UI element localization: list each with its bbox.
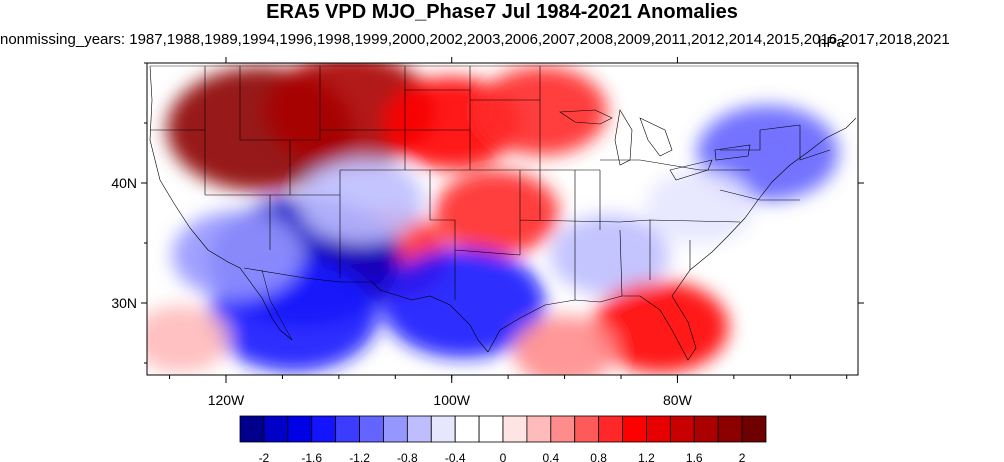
colorbar-swatch — [406, 415, 432, 443]
map-plot-area — [147, 63, 858, 375]
colorbar-swatch — [598, 415, 623, 443]
state-boundaries — [149, 65, 858, 361]
colorbar-swatch — [239, 415, 265, 443]
anomaly-field — [147, 63, 839, 375]
colorbar-swatch — [335, 415, 360, 443]
lon-tick-label: 120W — [208, 392, 245, 408]
colorbar-label: 0.4 — [542, 451, 559, 462]
axis-ticks: 40N 30N 120W 100W 80W — [111, 57, 864, 408]
colorbar-label: -1.2 — [349, 451, 370, 462]
colorbar-swatch — [717, 415, 743, 443]
anomaly-south-texas — [381, 248, 545, 358]
colorbar-swatch — [359, 415, 384, 443]
anomaly-eastern-pacific — [147, 305, 230, 373]
colorbar-swatch — [646, 415, 671, 443]
lon-tick-label: 80W — [663, 392, 693, 408]
map-subtitle: nonmissing_years: 1987,1988,1989,1994,19… — [0, 31, 950, 48]
colorbar-swatch — [622, 415, 647, 443]
anomaly-upper-midwest — [476, 66, 608, 156]
colorbar: -2 -1.6 -1.2 -0.8 -0.4 0 0.4 0.8 1.2 1.6 2 — [239, 415, 767, 462]
lat-tick-label: 30N — [111, 295, 137, 311]
lat-tick-label: 40N — [111, 175, 137, 191]
lon-tick-label: 100W — [433, 392, 470, 408]
map-title: ERA5 VPD MJO_Phase7 Jul 1984-2021 Anomal… — [266, 1, 738, 23]
anomaly-gulf-of-mexico — [513, 315, 616, 375]
colorbar-label: -0.4 — [445, 451, 466, 462]
colorbar-swatch — [287, 415, 313, 443]
colorbar-swatch — [311, 415, 337, 443]
colorbar-label: 0.8 — [590, 451, 607, 462]
colorbar-swatch — [550, 415, 576, 443]
colorbar-swatch — [478, 415, 504, 443]
colorbar-label: -0.8 — [397, 451, 418, 462]
colorbar-swatch — [454, 415, 480, 443]
colorbar-swatch — [669, 415, 695, 443]
colorbar-swatch — [502, 415, 528, 443]
colorbar-swatch — [430, 415, 456, 443]
anomaly-southern-california-coast — [172, 210, 303, 300]
colorbar-swatch — [263, 415, 289, 443]
anomaly-new-england — [696, 105, 839, 201]
colorbar-label: -1.6 — [301, 451, 322, 462]
colorbar-label: 1.2 — [638, 451, 655, 462]
colorbar-swatch — [574, 415, 600, 443]
colorbar-label: 0 — [500, 451, 507, 462]
anomaly-southeast-us — [550, 214, 670, 296]
units-label: hPa — [818, 34, 845, 51]
colorbar-swatch — [526, 415, 552, 443]
map-frame — [146, 62, 859, 376]
colorbar-label: -2 — [259, 451, 270, 462]
colorbar-swatch — [383, 415, 408, 443]
colorbar-swatch — [741, 415, 767, 443]
anomaly-mid-atlantic — [646, 170, 754, 244]
anomaly-colorado-plateau — [299, 158, 424, 244]
colorbar-swatch — [693, 415, 719, 443]
colorbar-label: 1.6 — [686, 451, 703, 462]
colorbar-label: 2 — [739, 451, 746, 462]
anomaly-central-plains-kansas — [434, 170, 560, 256]
